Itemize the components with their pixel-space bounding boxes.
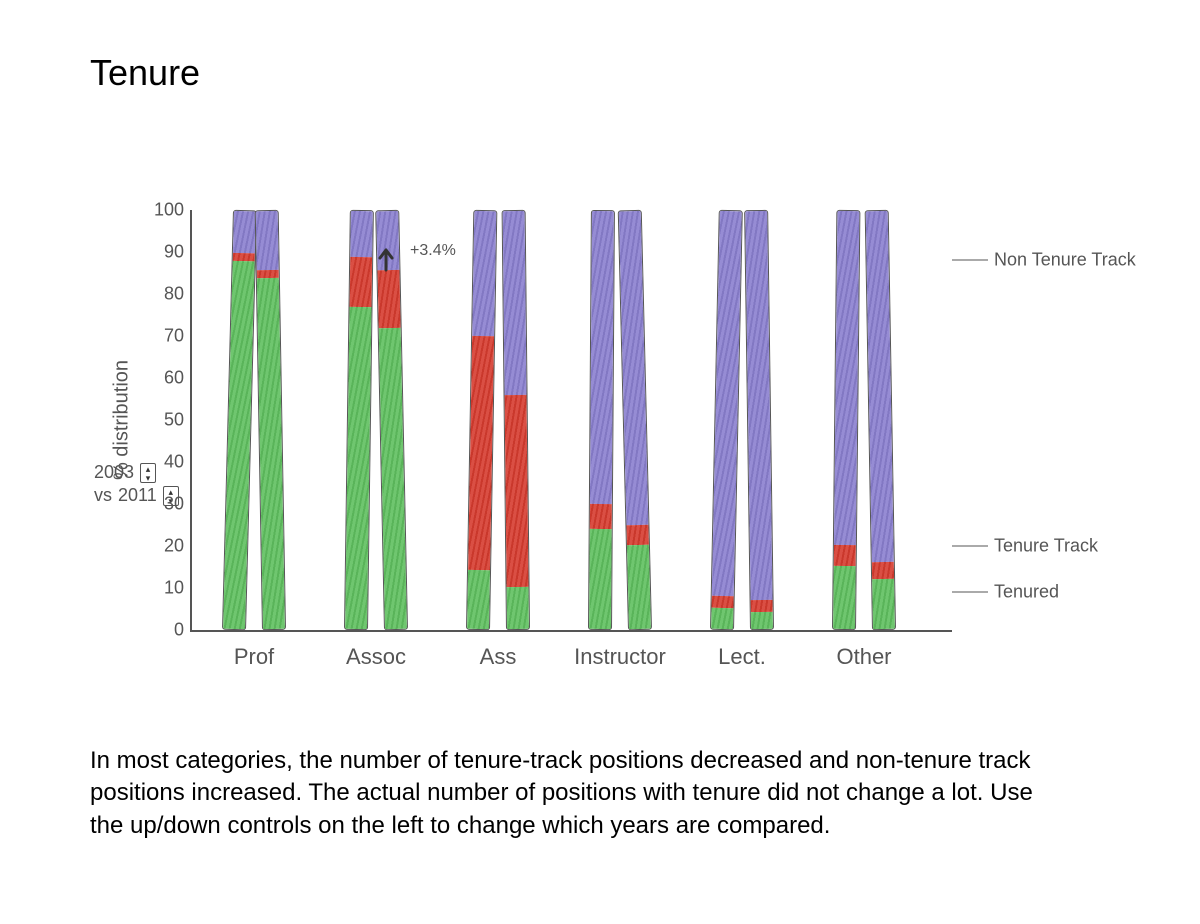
bar-assoc-2003: - 2003	[344, 210, 374, 630]
y-tick: 30	[164, 494, 192, 515]
y-tick: 40	[164, 452, 192, 473]
legend-nontenure: Non Tenure Track	[952, 250, 1136, 271]
bar-other-2003: - 2003	[832, 210, 860, 630]
y-tick: 20	[164, 536, 192, 557]
y-tick: 10	[164, 578, 192, 599]
bar-prof-2003: - 2003	[222, 210, 257, 630]
category-label-lect: Lect.	[718, 630, 766, 670]
bar-ass-2003: - 2003	[466, 210, 497, 630]
y-tick: 80	[164, 284, 192, 305]
page-title: Tenure	[90, 52, 200, 94]
category-label-instructor: Instructor	[574, 630, 666, 670]
vs-label: vs	[94, 485, 112, 506]
y-tick: 0	[174, 620, 192, 641]
bar-lect-2011: - 2011	[744, 210, 774, 630]
bar-ass-2011: - 2011	[502, 210, 530, 630]
legend-track: Tenure Track	[952, 536, 1098, 557]
bar-prof-2011: - 2011	[255, 210, 286, 630]
category-label-other: Other	[836, 630, 891, 670]
bar-lect-2003: - 2003	[710, 210, 743, 630]
plot-area: % distribution 0102030405060708090100- 2…	[190, 210, 952, 632]
bar-other-2011: - 2011	[865, 210, 896, 630]
legend-tenured: Tenured	[952, 582, 1059, 603]
y-tick: 50	[164, 410, 192, 431]
year-a-stepper[interactable]: ▴▾	[140, 463, 156, 483]
bar-instructor-2003: - 2003	[588, 210, 615, 630]
y-tick: 90	[164, 242, 192, 263]
y-axis-label: % distribution	[111, 360, 134, 480]
y-tick: 60	[164, 368, 192, 389]
chart-area: 2003 ▴▾ vs 2011 ▴▾ % distribution 010203…	[90, 140, 1110, 700]
year-b-label: 2011	[118, 485, 157, 506]
category-label-ass: Ass	[480, 630, 517, 670]
category-label-assoc: Assoc	[346, 630, 406, 670]
y-tick: 70	[164, 326, 192, 347]
bar-instructor-2011: - 2011	[618, 210, 652, 630]
y-tick: 100	[154, 200, 192, 221]
caption-text: In most categories, the number of tenure…	[90, 745, 1050, 842]
category-label-prof: Prof	[234, 630, 274, 670]
